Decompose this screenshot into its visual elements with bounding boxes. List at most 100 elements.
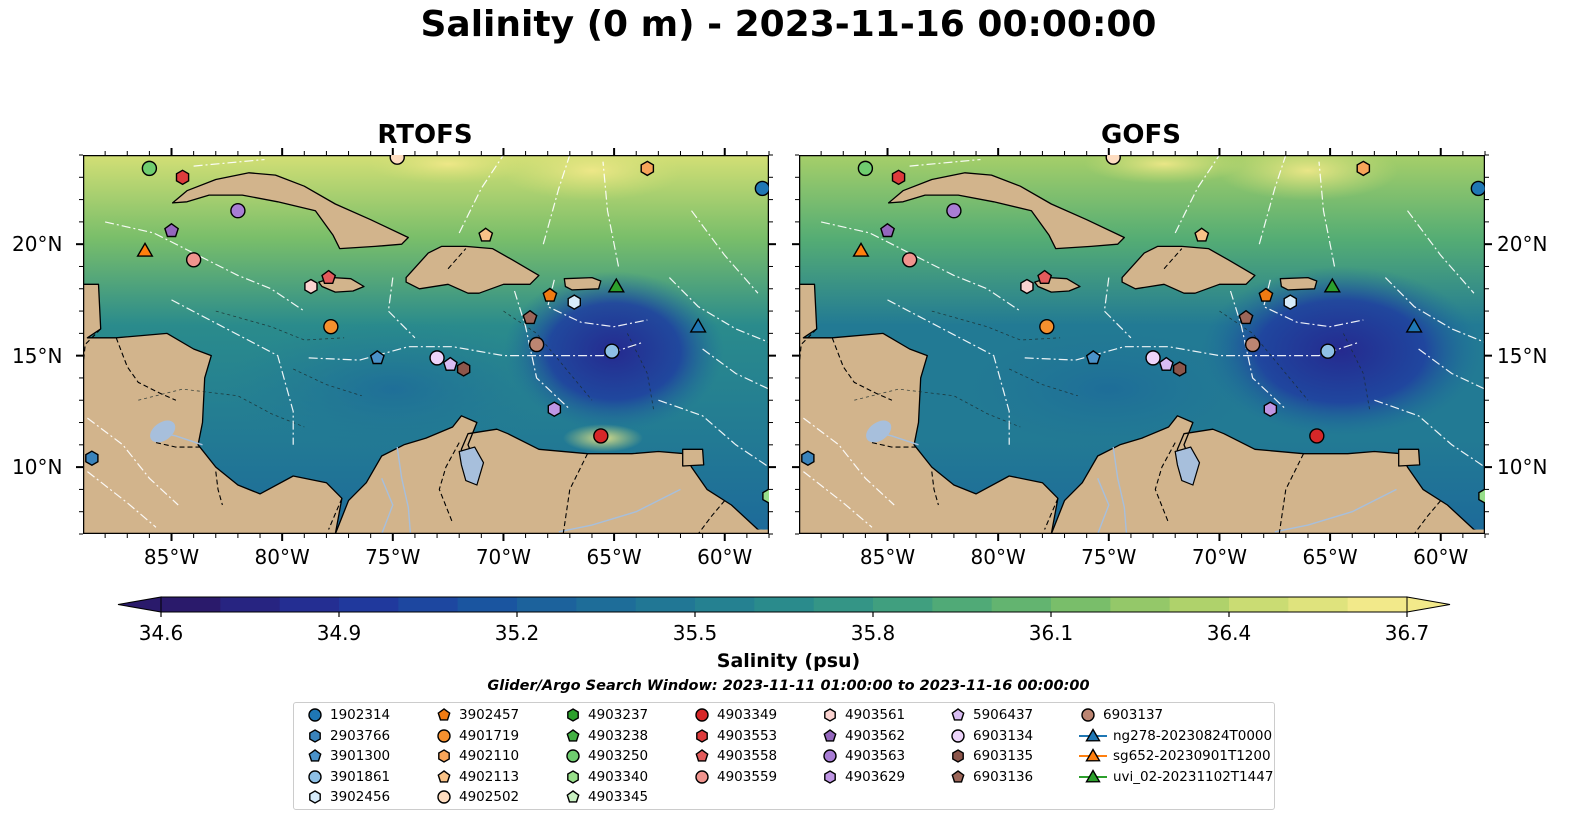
colorbar-tick-label: 35.2 — [494, 621, 540, 645]
obs-marker-3902456 — [1283, 294, 1297, 310]
legend-label: 4903349 — [717, 707, 778, 723]
obs-marker-6903134 — [1145, 350, 1161, 366]
lon-tick-label: 75°W — [365, 545, 421, 569]
salinity-colorbar — [117, 596, 1451, 617]
lon-tick-label: 70°W — [1191, 545, 1248, 569]
legend-label: 4903561 — [845, 707, 906, 723]
lon-tick-label: 80°W — [254, 545, 310, 569]
legend-label: 4903238 — [588, 727, 649, 744]
legend-item: ng278-20230824T0000 — [1079, 726, 1272, 746]
legend-marker-icon — [437, 790, 451, 805]
legend-marker-icon — [952, 749, 964, 763]
legend-label: 6903134 — [973, 727, 1034, 744]
obs-marker-4902502 — [1105, 155, 1121, 165]
legend-marker-icon — [951, 728, 965, 743]
colorbar-tick-label: 34.6 — [138, 621, 184, 645]
legend-label: 4903250 — [588, 748, 649, 765]
legend-label: 3902456 — [330, 789, 391, 806]
obs-marker-4903250 — [857, 160, 874, 177]
lon-tick-label: 60°W — [697, 545, 753, 569]
legend-item: 4903561 — [821, 705, 905, 725]
legend-marker-icon — [1079, 748, 1107, 762]
obs-marker-1902314 — [1470, 180, 1485, 197]
legend-marker-icon — [695, 708, 709, 722]
colorbar-tick-label: 35.5 — [672, 621, 718, 645]
legend-label: 4902113 — [459, 768, 520, 785]
lon-tick-label: 65°W — [1302, 545, 1358, 569]
legend-item: 6903136 — [949, 767, 1033, 787]
legend-item: sg652-20230901T1200 — [1079, 746, 1271, 766]
legend-label: 4903558 — [717, 748, 778, 765]
legend-item: 3901861 — [306, 767, 390, 787]
obs-marker-uvi_02-20231102T1447 — [1323, 277, 1341, 293]
obs-marker-4903558 — [321, 269, 337, 285]
obs-marker-3901300 — [369, 350, 385, 365]
legend-marker-icon — [951, 708, 965, 721]
obs-marker-4903561 — [304, 278, 318, 295]
legend-label: 4903559 — [717, 768, 778, 785]
lat-tick-label: 10°N — [12, 455, 63, 480]
legend-item: 4903558 — [693, 746, 777, 766]
lon-tick-label: 75°W — [1081, 545, 1137, 569]
obs-marker-5906437 — [1158, 356, 1174, 371]
legend-item: 4903250 — [564, 746, 648, 766]
obs-marker-4903563 — [946, 203, 962, 219]
legend-marker-icon — [1079, 727, 1107, 742]
legend-label: 4902502 — [459, 789, 520, 806]
legend-label: 4903563 — [845, 748, 906, 765]
obs-marker-4903349 — [1309, 428, 1325, 444]
obs-marker-6903137 — [528, 336, 545, 353]
legend-marker-icon — [566, 749, 580, 763]
legend-label: 6903137 — [1103, 707, 1164, 723]
legend-item: uvi_02-20231102T1447 — [1079, 767, 1273, 787]
obs-marker-4903340 — [1478, 488, 1485, 504]
legend-item: 2903766 — [306, 726, 390, 746]
figure-title: Salinity (0 m) - 2023-11-16 00:00:00 — [420, 4, 1157, 45]
obs-marker-4903553 — [891, 169, 906, 186]
colorbar-tick-label: 36.7 — [1384, 621, 1430, 645]
legend-marker-icon — [309, 790, 321, 805]
legend-item: 4903559 — [693, 767, 777, 787]
legend-item: 3902456 — [306, 787, 390, 807]
obs-marker-4902113 — [1194, 227, 1210, 242]
obs-marker-3901300 — [1085, 350, 1101, 365]
lon-tick-label: 70°W — [475, 545, 532, 569]
legend-marker-icon — [696, 728, 708, 743]
obs-marker-4903562 — [164, 222, 180, 238]
lat-tick-label: 20°N — [12, 232, 63, 257]
legend-item: 4903563 — [821, 746, 905, 766]
obs-marker-3902456 — [567, 294, 581, 310]
legend-item: 4903553 — [693, 726, 777, 746]
legend-label: 4903553 — [717, 727, 778, 744]
obs-marker-uvi_02-20231102T1447 — [607, 277, 625, 293]
obs-marker-3902457 — [1258, 287, 1274, 302]
legend-label: 3901300 — [330, 748, 391, 765]
legend-item: 4902110 — [435, 746, 519, 766]
platform-legend: 1902314 2903766 3901300 3901861 3902456 39024… — [293, 702, 1275, 810]
obs-marker-4902502 — [389, 155, 405, 165]
search-window-note: Glider/Argo Search Window: 2023-11-11 01… — [487, 678, 1090, 694]
lon-tick-label: 65°W — [586, 545, 642, 569]
legend-marker-icon — [437, 728, 451, 743]
obs-marker-6903136 — [522, 309, 538, 325]
obs-marker-4903559 — [901, 252, 918, 268]
legend-item: 4903349 — [693, 705, 777, 725]
legend-label: 4902110 — [459, 748, 520, 765]
colorbar-tick-label: 36.4 — [1206, 621, 1252, 645]
rtofs-salinity-map — [83, 155, 769, 534]
legend-marker-icon — [308, 749, 322, 762]
legend-marker-icon — [308, 770, 322, 784]
legend-marker-icon — [567, 708, 579, 722]
lat-tick-label: 15°N — [12, 343, 63, 368]
obs-marker-4903349 — [593, 428, 609, 444]
legend-item: 4903345 — [564, 787, 648, 807]
legend-label: 3902457 — [459, 707, 520, 723]
legend-label: 6903136 — [973, 768, 1034, 785]
legend-marker-icon — [1079, 768, 1107, 783]
gofs-salinity-map — [799, 155, 1485, 534]
legend-item: 3902457 — [435, 705, 519, 725]
obs-marker-4901719 — [323, 318, 339, 335]
lon-tick-label: 85°W — [143, 545, 200, 569]
obs-marker-ng278-20230824T0000 — [1405, 317, 1423, 333]
legend-marker-icon — [951, 769, 965, 783]
